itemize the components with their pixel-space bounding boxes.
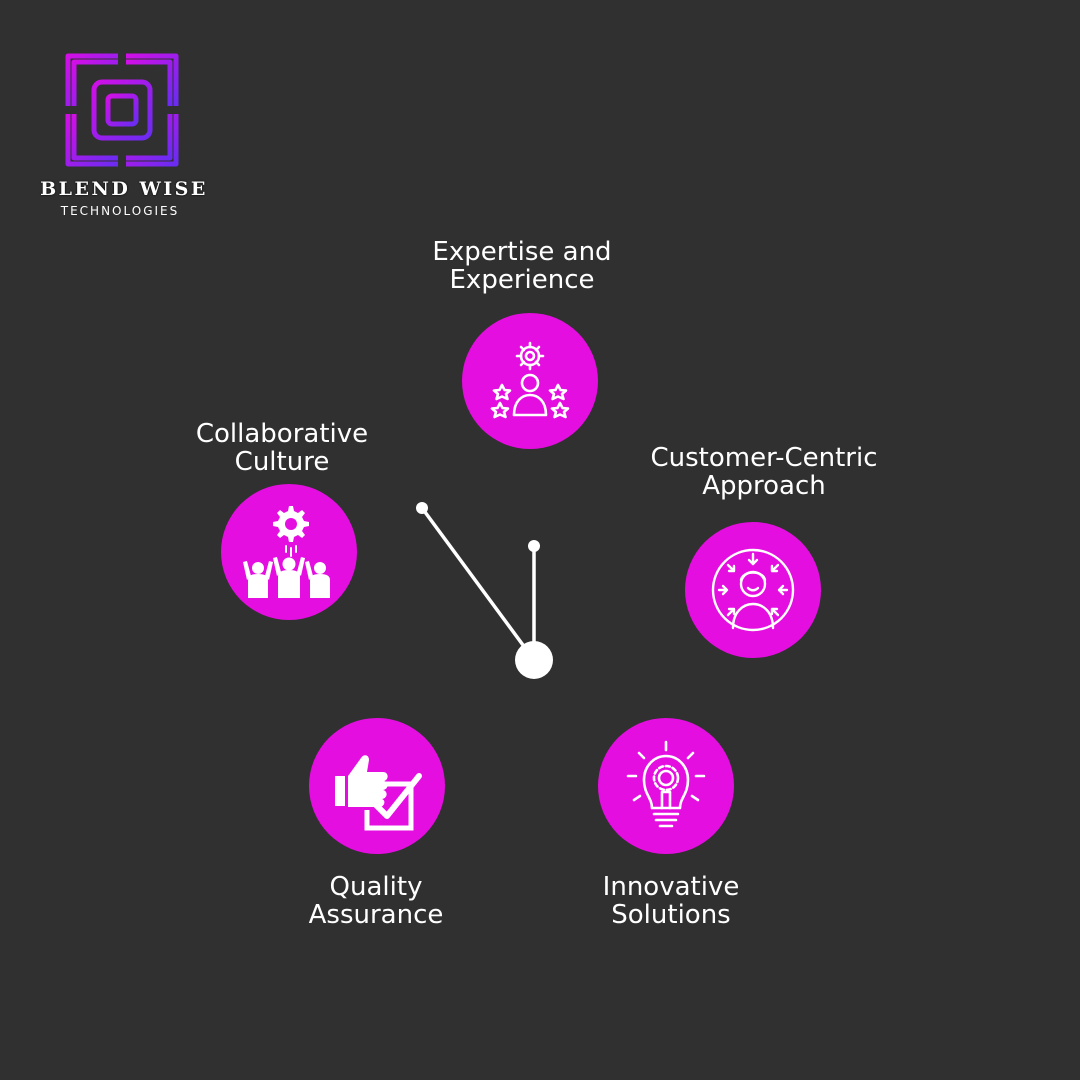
lightbulb-gear-icon <box>626 740 706 828</box>
feature-label-quality: Quality Assurance <box>308 872 444 930</box>
collaborative-circle <box>221 484 357 620</box>
customer-centric-circle <box>685 522 821 658</box>
clock-center-dot <box>515 641 553 679</box>
quality-circle <box>309 718 445 854</box>
expertise-circle <box>462 313 598 449</box>
long-clock-hand <box>420 506 536 662</box>
feature-label-customer-centric: Customer-Centric Approach <box>650 443 878 501</box>
feature-label-innovative: Innovative Solutions <box>602 872 740 930</box>
long-hand-tip <box>416 502 428 514</box>
thumbs-up-check-icon <box>335 755 422 831</box>
brand-subtitle: TECHNOLOGIES <box>60 204 180 218</box>
brand-name: BLEND WISE <box>40 178 208 200</box>
innovative-circle <box>598 718 734 854</box>
feature-label-expertise: Expertise and Experience <box>432 237 612 295</box>
team-gear-icon <box>243 506 330 598</box>
expert-stars-gear-icon <box>490 341 570 419</box>
feature-label-collaborative: Collaborative Culture <box>195 419 369 477</box>
customer-focus-icon <box>711 548 795 632</box>
interlocking-squares-logo-icon <box>65 53 179 167</box>
short-hand-tip <box>528 540 540 552</box>
